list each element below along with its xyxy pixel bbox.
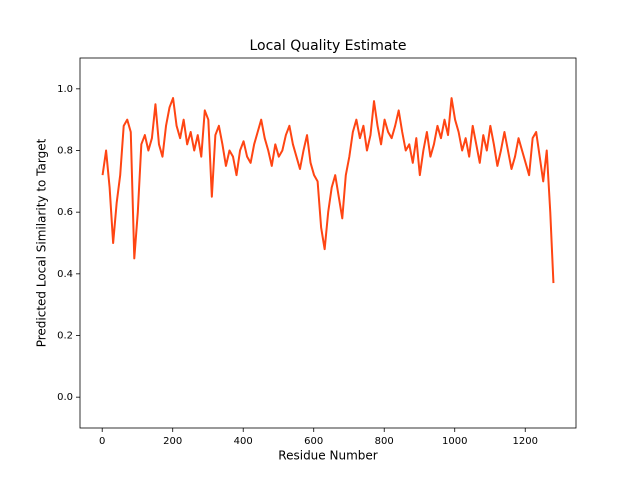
y-tick-label: 0.6 — [57, 207, 73, 218]
plot-frame — [79, 57, 577, 429]
data-line — [101, 97, 555, 284]
y-tick-label: 1.0 — [57, 84, 73, 95]
y-tick-label: 0.0 — [57, 392, 73, 403]
x-tick-label: 800 — [375, 436, 394, 447]
y-tick-label: 0.4 — [57, 269, 73, 280]
chart-title: Local Quality Estimate — [249, 38, 406, 54]
y-tick-label: 0.2 — [57, 331, 73, 342]
x-axis-label: Residue Number — [278, 449, 377, 463]
x-tick-label: 200 — [163, 436, 182, 447]
x-tick-label: 1000 — [442, 436, 467, 447]
x-tick-label: 600 — [304, 436, 323, 447]
x-tick-label: 0 — [99, 436, 105, 447]
y-axis-label: Predicted Local Similarity to Target — [35, 138, 49, 347]
x-tick-label: 1200 — [513, 436, 538, 447]
y-tick-label: 0.8 — [57, 146, 73, 157]
x-tick-label: 400 — [234, 436, 253, 447]
